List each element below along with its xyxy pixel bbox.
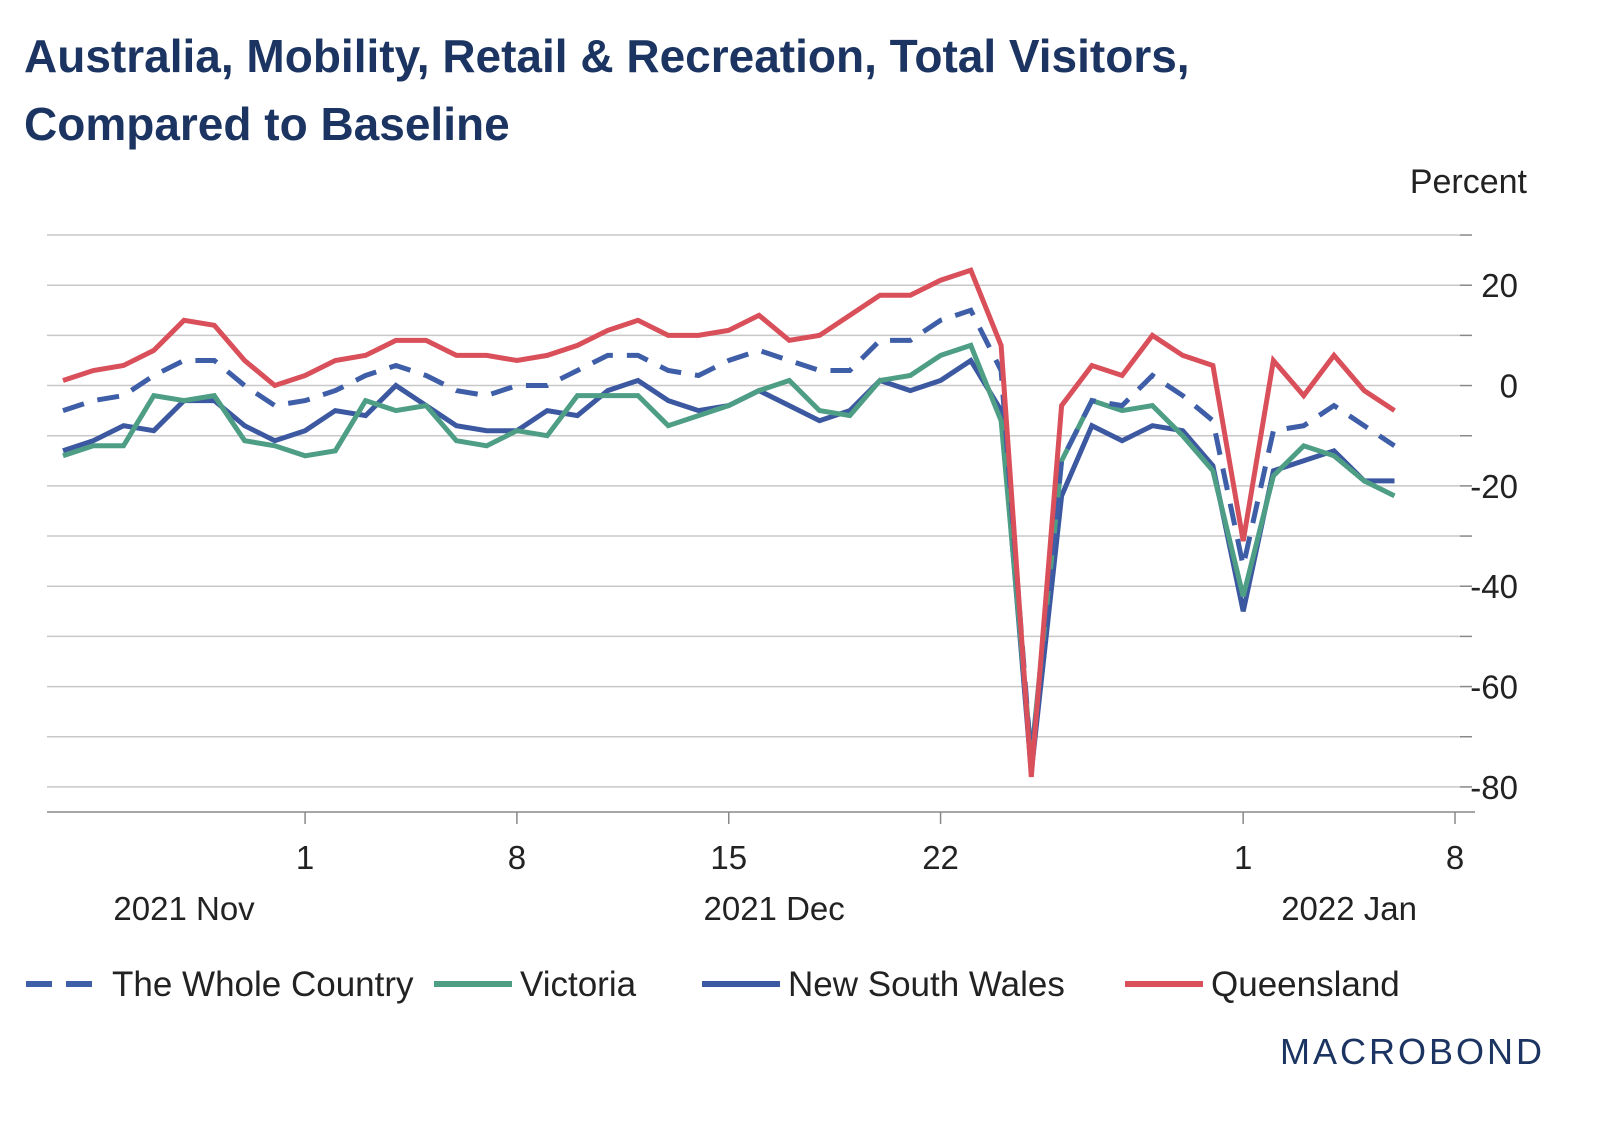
y-tick-label: -20 — [1470, 468, 1518, 505]
month-label: 2022 Jan — [1281, 890, 1417, 927]
series-line — [62, 356, 1395, 773]
y-tick-label: 20 — [1481, 267, 1518, 304]
y-tick-label: -80 — [1470, 769, 1518, 806]
x-tick-label: 8 — [1446, 839, 1464, 876]
series-line — [62, 342, 1396, 758]
x-tick-label: 8 — [508, 839, 526, 876]
brand: MACROBOND — [1280, 1031, 1545, 1072]
x-tick-label: 15 — [710, 839, 747, 876]
x-tick-label: 1 — [296, 839, 314, 876]
legend-label: The Whole Country — [112, 965, 414, 1004]
x-tick-label: 22 — [922, 839, 959, 876]
y-tick-label: -60 — [1470, 669, 1518, 706]
chart-subtitle: Compared to Baseline — [24, 98, 510, 150]
legend-label: Victoria — [520, 965, 637, 1004]
chart-title: Australia, Mobility, Retail & Recreation… — [24, 30, 1190, 82]
month-label: 2021 Nov — [113, 890, 255, 927]
series-line — [62, 267, 1396, 778]
x-tick-label: 1 — [1234, 839, 1252, 876]
y-axis-label: Percent — [1410, 163, 1528, 201]
legend-label: New South Wales — [788, 965, 1065, 1004]
y-tick-label: -40 — [1470, 568, 1518, 605]
legend-label: Queensland — [1211, 965, 1400, 1004]
y-tick-label: 0 — [1500, 368, 1518, 405]
month-label: 2021 Dec — [703, 890, 844, 927]
series-line — [62, 307, 1396, 763]
